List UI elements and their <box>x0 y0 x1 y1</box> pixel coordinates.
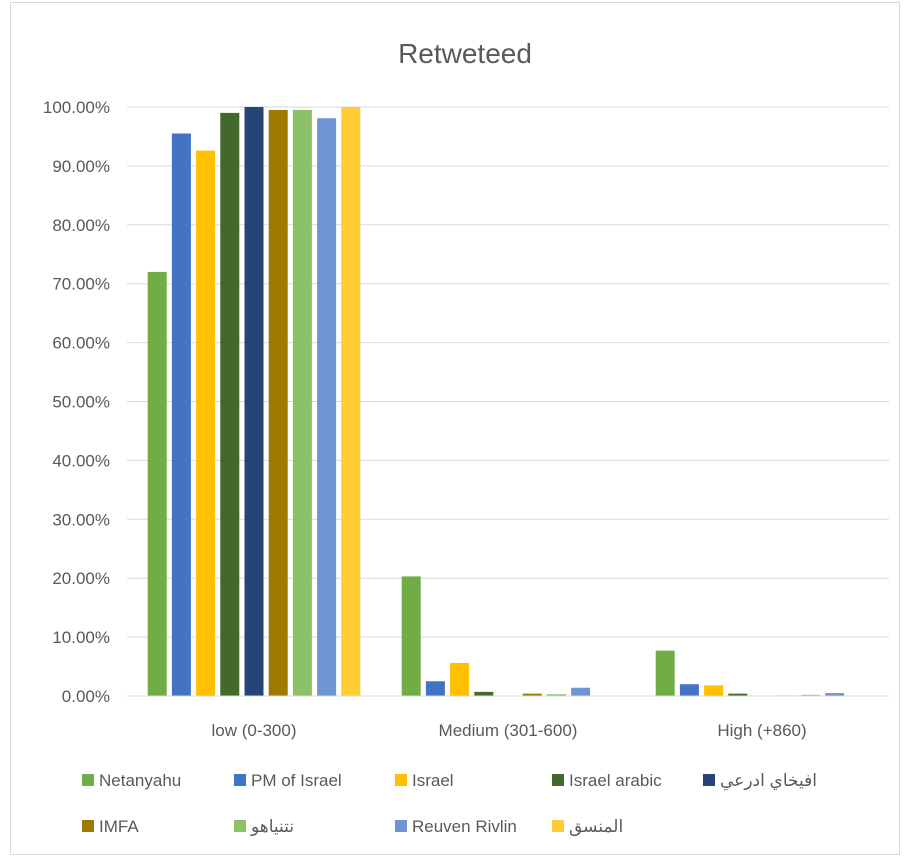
bar <box>655 650 675 696</box>
legend-swatch <box>234 820 246 832</box>
x-tick-label: High (+860) <box>717 721 806 740</box>
bar <box>800 694 820 696</box>
bar <box>450 663 470 696</box>
bar <box>244 107 264 696</box>
bar <box>679 684 699 696</box>
legend-swatch <box>552 774 564 786</box>
bar <box>401 576 421 696</box>
legend-swatch <box>82 820 94 832</box>
bar <box>546 694 566 696</box>
legend-item: PM of Israel <box>234 771 342 790</box>
legend-label: Israel <box>412 771 454 790</box>
bar <box>220 112 240 696</box>
bar <box>196 150 216 696</box>
bar <box>341 107 361 696</box>
y-tick-label: 70.00% <box>52 275 110 294</box>
legend-item: Israel <box>395 771 454 790</box>
legend-label: IMFA <box>99 817 139 836</box>
legend-item: Israel arabic <box>552 771 662 790</box>
legend-swatch <box>234 774 246 786</box>
y-tick-label: 20.00% <box>52 569 110 588</box>
bar <box>474 691 494 696</box>
y-tick-label: 60.00% <box>52 334 110 353</box>
bar <box>704 685 724 696</box>
y-tick-label: 30.00% <box>52 510 110 529</box>
y-axis-ticks: 0.00% 10.00% 20.00% 30.00% 40.00% 50.00% 60.00… <box>43 98 110 706</box>
legend-swatch <box>82 774 94 786</box>
bar <box>728 693 748 696</box>
legend-label: PM of Israel <box>251 771 342 790</box>
legend-item: Reuven Rivlin <box>395 817 517 836</box>
y-tick-label: 90.00% <box>52 157 110 176</box>
legend-swatch <box>395 774 407 786</box>
bar <box>425 681 445 696</box>
bars <box>147 107 845 697</box>
y-tick-label: 50.00% <box>52 393 110 412</box>
y-tick-label: 80.00% <box>52 216 110 235</box>
bar <box>522 693 542 696</box>
bar <box>825 693 845 696</box>
legend-label: نتنياهو <box>250 817 294 836</box>
x-axis-ticks: low (0-300) Medium (301-600) High (+860) <box>211 721 806 740</box>
x-tick-label: Medium (301-600) <box>439 721 578 740</box>
y-tick-label: 10.00% <box>52 628 110 647</box>
legend-label: Israel arabic <box>569 771 662 790</box>
gridlines <box>127 106 889 638</box>
legend-swatch <box>552 820 564 832</box>
y-tick-label: 0.00% <box>62 687 110 706</box>
legend-item: افيخاي ادرعي <box>703 771 817 791</box>
legend-swatch <box>703 774 715 786</box>
bar <box>147 271 167 696</box>
legend-label: المنسق <box>569 817 623 836</box>
y-tick-label: 100.00% <box>43 98 110 117</box>
legend-label: Reuven Rivlin <box>412 817 517 836</box>
bar <box>571 687 591 696</box>
legend: Netanyahu PM of Israel Israel Israel arabic… <box>82 771 817 836</box>
legend-swatch <box>395 820 407 832</box>
bar <box>292 109 312 696</box>
y-tick-label: 40.00% <box>52 451 110 470</box>
legend-label: افيخاي ادرعي <box>720 771 817 791</box>
bar <box>317 118 337 697</box>
bar <box>171 133 191 696</box>
chart-title: Retweteed <box>398 38 532 69</box>
legend-item: المنسق <box>552 817 623 836</box>
legend-item: نتنياهو <box>234 817 294 836</box>
legend-item: IMFA <box>82 817 139 836</box>
legend-label: Netanyahu <box>99 771 181 790</box>
bar <box>268 109 288 696</box>
legend-item: Netanyahu <box>82 771 181 790</box>
x-tick-label: low (0-300) <box>211 721 296 740</box>
